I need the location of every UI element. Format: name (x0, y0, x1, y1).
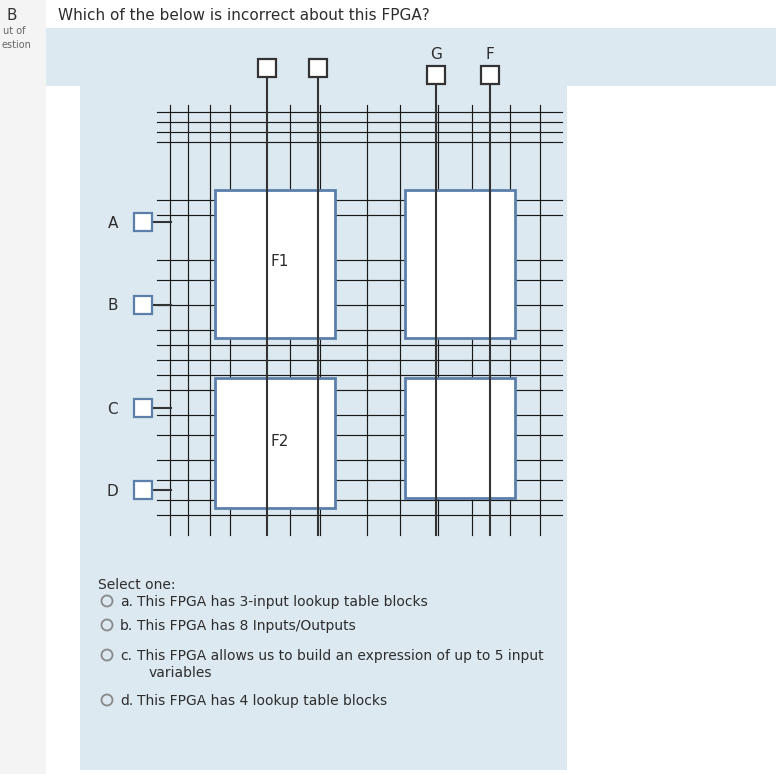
Bar (46, 0, 776, 86)
Text: estion: estion (2, 40, 32, 50)
Bar (481, 66, 499, 84)
Bar (427, 66, 445, 84)
Text: C: C (107, 402, 118, 416)
Bar (134, 213, 152, 231)
Text: This FPGA has 8 Inputs/Outputs: This FPGA has 8 Inputs/Outputs (137, 619, 356, 633)
Text: F2: F2 (271, 433, 289, 448)
Bar (405, 190, 515, 338)
Bar (215, 190, 335, 338)
Text: c.: c. (120, 649, 132, 663)
Bar (134, 296, 152, 314)
Text: F1: F1 (271, 255, 289, 269)
Bar (134, 399, 152, 417)
Text: b.: b. (120, 619, 134, 633)
Bar (134, 481, 152, 499)
Text: G: G (430, 47, 442, 62)
Text: a.: a. (120, 595, 133, 609)
Bar (405, 378, 515, 498)
Text: variables: variables (149, 666, 212, 680)
Text: d.: d. (120, 694, 134, 708)
Text: D: D (106, 484, 118, 498)
Bar (258, 59, 276, 77)
Text: Which of the below is incorrect about this FPGA?: Which of the below is incorrect about th… (58, 8, 430, 23)
Text: F: F (486, 47, 494, 62)
Bar (0, 0, 46, 774)
Bar (309, 59, 327, 77)
Bar (80, 28, 567, 563)
Text: A: A (108, 215, 118, 231)
Text: This FPGA allows us to build an expression of up to 5 input: This FPGA allows us to build an expressi… (137, 649, 544, 663)
Text: Select one:: Select one: (98, 578, 176, 592)
Text: ut of: ut of (3, 26, 26, 36)
Bar (80, 560, 567, 770)
Text: This FPGA has 3-input lookup table blocks: This FPGA has 3-input lookup table block… (137, 595, 428, 609)
Text: B: B (7, 8, 17, 23)
Bar (215, 378, 335, 508)
Text: B: B (108, 299, 118, 313)
Bar (46, 0, 776, 28)
Text: This FPGA has 4 lookup table blocks: This FPGA has 4 lookup table blocks (137, 694, 387, 708)
